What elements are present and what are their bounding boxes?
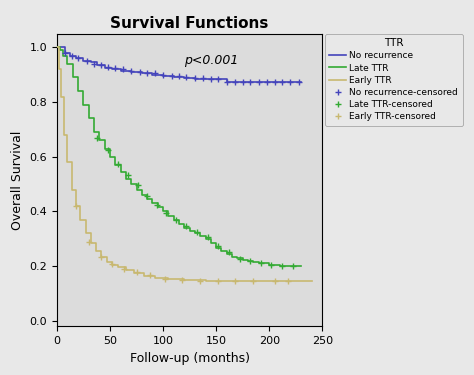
Y-axis label: Overall Survival: Overall Survival xyxy=(11,130,24,230)
X-axis label: Follow-up (months): Follow-up (months) xyxy=(129,351,250,364)
Title: Survival Functions: Survival Functions xyxy=(110,16,269,31)
Legend: No recurrence, Late TTR, Early TTR, No recurrence-censored, Late TTR-censored, E: No recurrence, Late TTR, Early TTR, No r… xyxy=(325,34,463,126)
Text: p<0.001: p<0.001 xyxy=(183,54,238,67)
